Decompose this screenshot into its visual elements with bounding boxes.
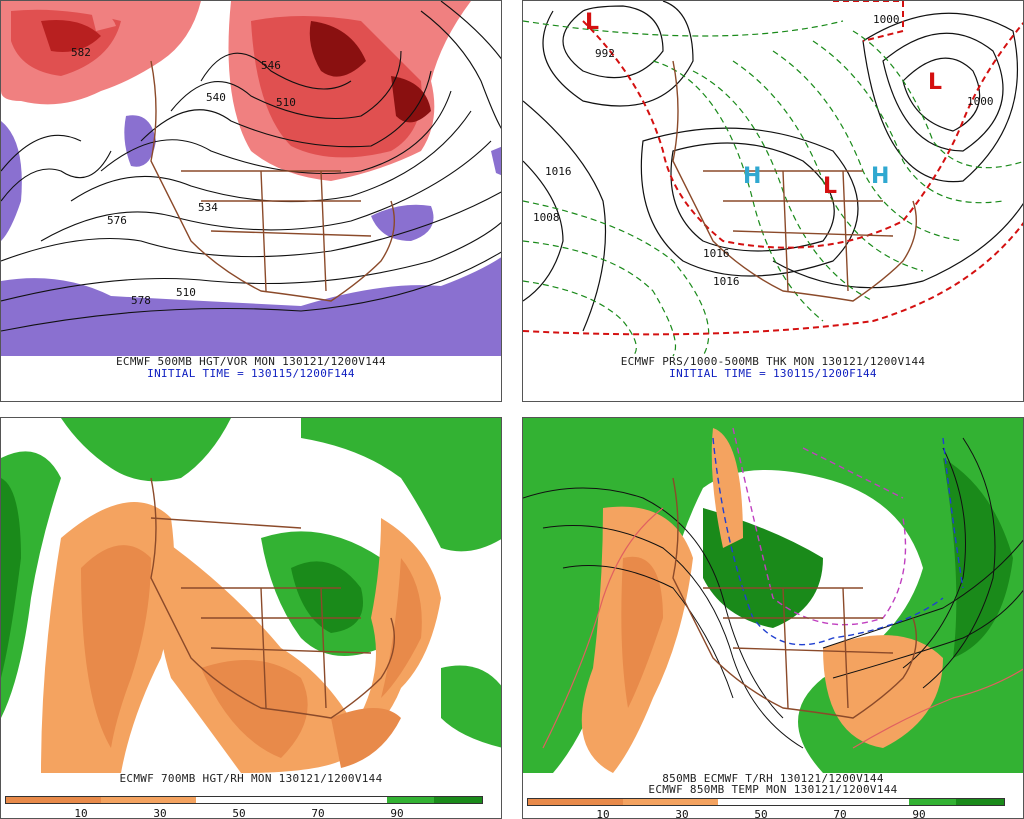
- high-pressure-marker: H: [871, 164, 889, 189]
- contour-label: 546: [261, 59, 281, 72]
- panel-850mb-temp-rh: 850MB ECMWF T/RH 130121/1200V144 ECMWF 8…: [522, 417, 1024, 819]
- caption-line2: INITIAL TIME = 130115/1200F144: [669, 367, 877, 380]
- vorticity-map: 576 578 510 534 540 546 582 510: [1, 1, 501, 356]
- scale-tick: 70: [311, 807, 325, 819]
- caption-line2: INITIAL TIME = 130115/1200F144: [147, 367, 355, 380]
- low-pressure-marker: L: [928, 70, 942, 95]
- scale-tick: 30: [675, 808, 689, 819]
- scale-tick: 10: [74, 807, 88, 819]
- scale-tick: 50: [754, 808, 768, 819]
- contour-label: 510: [276, 96, 296, 109]
- rh-color-scale: [527, 798, 1005, 806]
- contour-label: 576: [107, 214, 127, 227]
- contour-label: 582: [71, 46, 91, 59]
- isobar-label: 1000: [873, 13, 900, 26]
- caption-line2: ECMWF 850MB TEMP MON 130121/1200V144: [648, 783, 898, 796]
- scale-tick: 90: [390, 807, 404, 819]
- low-pressure-marker: L: [585, 10, 599, 35]
- caption-line1: ECMWF 500MB HGT/VOR MON 130121/1200V144: [116, 355, 386, 368]
- panel-500mb-vorticity: 576 578 510 534 540 546 582 510 ECMWF 50…: [0, 0, 502, 402]
- isobar-label: 1016: [703, 247, 730, 260]
- caption-line1: 850MB ECMWF T/RH 130121/1200V144: [662, 772, 884, 785]
- low-pressure-marker: L: [823, 174, 837, 199]
- scale-tick: 90: [912, 808, 926, 819]
- pressure-map: L L L H H 1016 1008 1016 1016 1000 992 1…: [523, 1, 1023, 357]
- contour-label: 510: [176, 286, 196, 299]
- caption-line1: ECMWF 700MB HGT/RH MON 130121/1200V144: [119, 772, 383, 785]
- isobar-label: 992: [595, 47, 615, 60]
- contour-label: 578: [131, 294, 151, 307]
- caption-line1: ECMWF PRS/1000-500MB THK MON 130121/1200…: [620, 355, 926, 368]
- high-pressure-marker: H: [743, 164, 761, 189]
- isobar-label: 1016: [545, 165, 572, 178]
- scale-tick: 50: [232, 807, 246, 819]
- panel-700mb-rh: ECMWF 700MB HGT/RH MON 130121/1200V144 1…: [0, 417, 502, 819]
- rh-color-scale: [5, 796, 483, 804]
- contour-label: 540: [206, 91, 226, 104]
- rh-700mb-map: [1, 418, 501, 773]
- isobar-label: 1008: [533, 211, 560, 224]
- temp-rh-850mb-map: [523, 418, 1023, 773]
- scale-tick: 10: [596, 808, 610, 819]
- contour-label: 534: [198, 201, 218, 214]
- isobar-label: 1000: [967, 95, 994, 108]
- scale-tick: 70: [833, 808, 847, 819]
- isobar-label: 1016: [713, 275, 740, 288]
- scale-tick: 30: [153, 807, 167, 819]
- panel-sea-level-pressure: L L L H H 1016 1008 1016 1016 1000 992 1…: [522, 0, 1024, 402]
